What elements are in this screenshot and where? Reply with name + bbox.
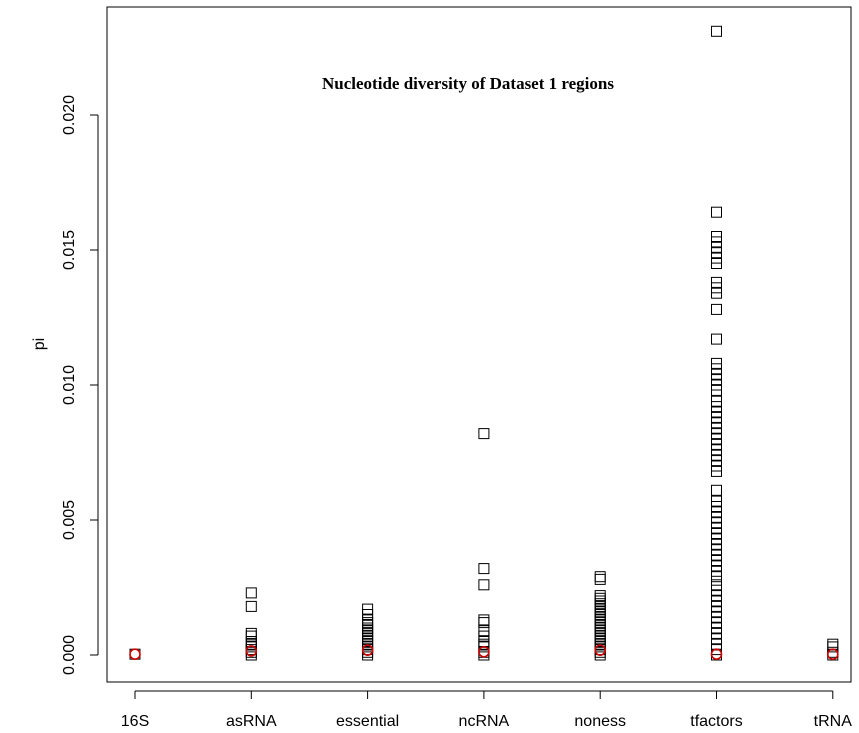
circle-point bbox=[710, 648, 723, 660]
square-point bbox=[711, 333, 722, 345]
circle-point bbox=[129, 648, 141, 660]
square-point bbox=[478, 579, 490, 591]
square-point bbox=[478, 614, 490, 626]
square-point bbox=[711, 258, 722, 269]
x-tick-label: noness bbox=[574, 713, 626, 730]
y-axis-label: pi bbox=[31, 338, 48, 350]
square-point bbox=[711, 303, 722, 315]
square-point bbox=[245, 600, 257, 612]
y-tick-label: 0.010 bbox=[61, 365, 78, 405]
circle-point bbox=[478, 645, 490, 658]
square-point bbox=[594, 573, 606, 585]
data-points bbox=[129, 25, 839, 661]
chart-title: Nucleotide diversity of Dataset 1 region… bbox=[322, 74, 614, 93]
x-tick-label: essential bbox=[336, 713, 399, 730]
x-tick-label: ncRNA bbox=[459, 713, 510, 730]
x-tick-label: asRNA bbox=[226, 713, 277, 730]
square-point bbox=[245, 587, 257, 599]
square-point bbox=[711, 384, 722, 396]
circle-point bbox=[594, 644, 607, 656]
square-point bbox=[245, 649, 257, 661]
square-point bbox=[711, 465, 722, 477]
x-axis: 16S asRNA essential ncRNA noness tfactors tRNA bbox=[121, 690, 853, 730]
x-tick-label: tfactors bbox=[690, 713, 742, 730]
y-tick-label: 0.020 bbox=[61, 95, 78, 135]
y-tick-label: 0.005 bbox=[61, 500, 78, 540]
square-point bbox=[594, 571, 606, 583]
square-point bbox=[711, 287, 722, 299]
square-point bbox=[711, 571, 722, 583]
x-tick-label: 16S bbox=[121, 713, 149, 730]
circle-point bbox=[245, 645, 258, 657]
y-axis: 0.000 0.005 0.010 0.015 0.020 bbox=[61, 95, 99, 675]
y-tick-label: 0.000 bbox=[61, 635, 78, 675]
circle-point bbox=[826, 648, 839, 660]
plot-frame bbox=[106, 6, 852, 683]
square-point bbox=[478, 563, 490, 575]
square-point bbox=[478, 428, 490, 440]
square-point bbox=[478, 649, 490, 661]
square-point bbox=[711, 484, 722, 496]
square-point bbox=[478, 617, 490, 629]
x-tick-label: tRNA bbox=[814, 713, 853, 730]
square-point bbox=[711, 25, 722, 37]
square-point bbox=[711, 206, 722, 218]
y-tick-label: 0.015 bbox=[61, 230, 78, 270]
square-point bbox=[362, 649, 374, 661]
square-point bbox=[594, 649, 606, 661]
circle-point bbox=[361, 644, 374, 656]
